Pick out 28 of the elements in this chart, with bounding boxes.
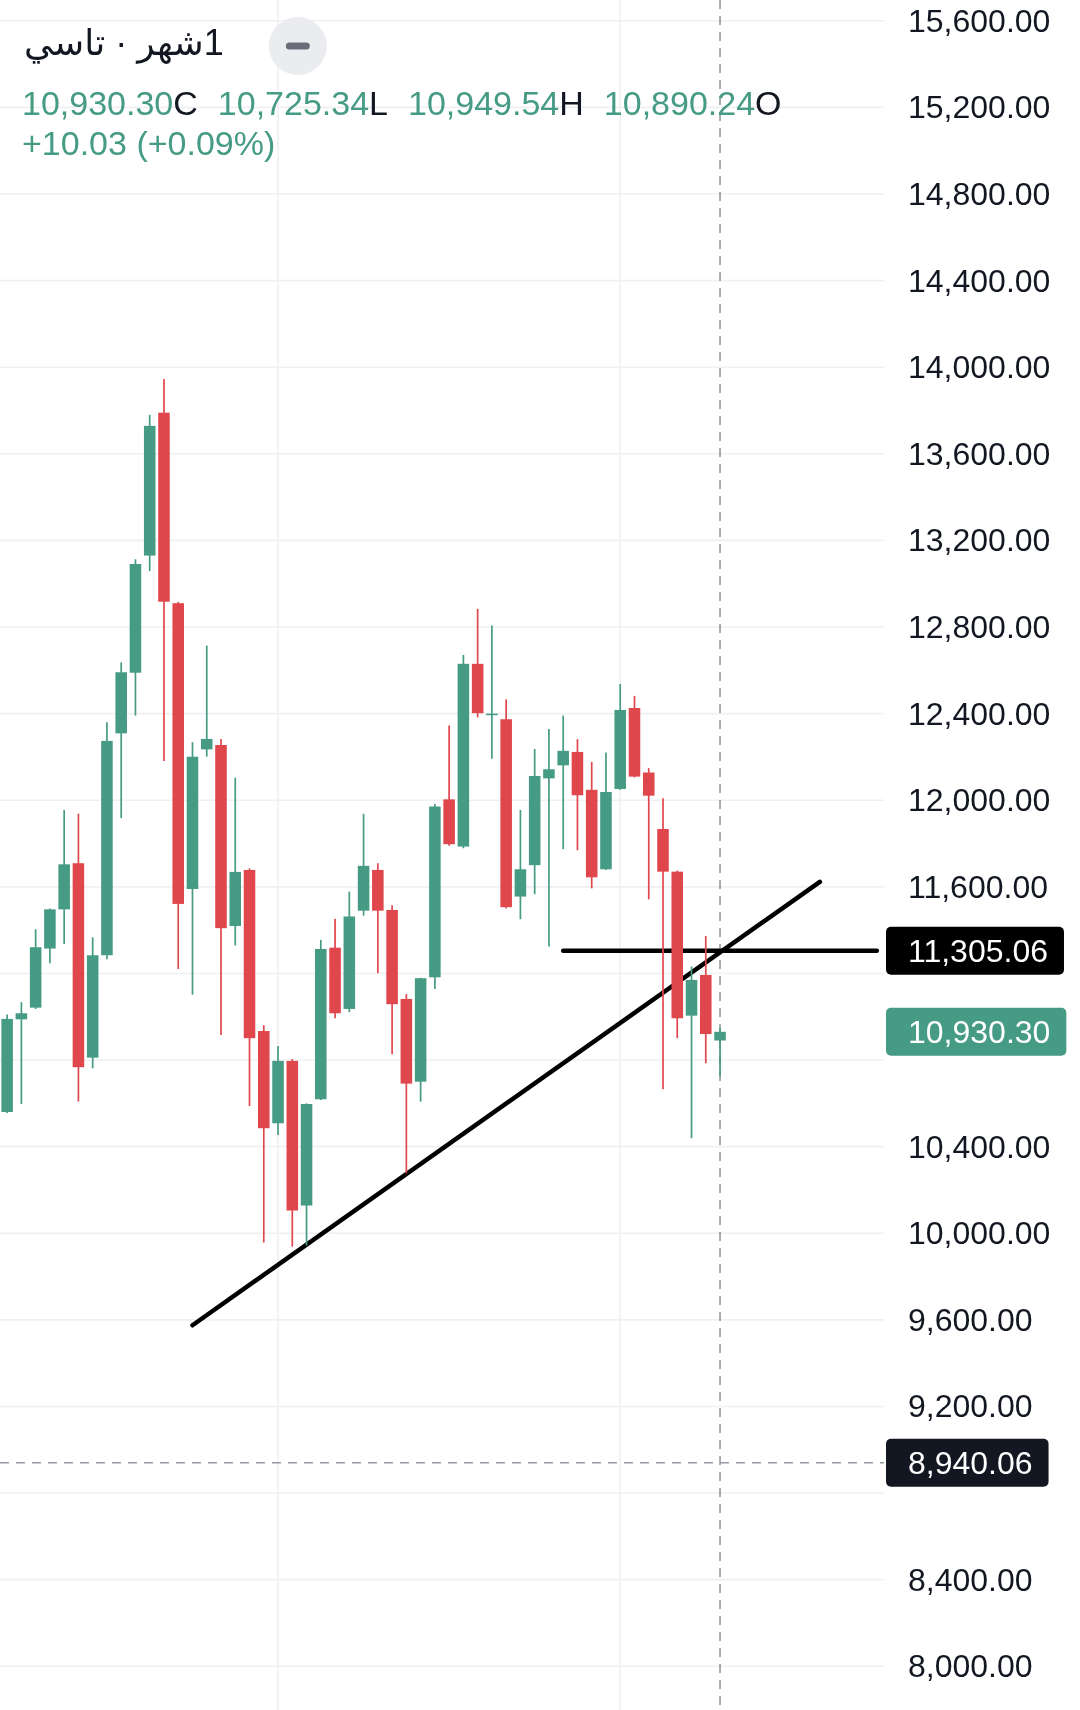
y-tick-label: 15,200.00 — [908, 89, 1051, 126]
y-tick-label: 10,000.00 — [908, 1215, 1051, 1252]
annotation: 10,725.34L — [217, 84, 389, 122]
y-tick-label: 14,800.00 — [908, 175, 1051, 212]
y-tick-label: 14,400.00 — [908, 262, 1051, 299]
y-tick-label: 8,400.00 — [908, 1561, 1033, 1598]
annotation: 10,949.54H — [408, 84, 584, 122]
y-tick-label: 14,000.00 — [908, 349, 1051, 386]
y-tick-label: 12,800.00 — [908, 609, 1051, 646]
y-tick-label: 11,600.00 — [908, 868, 1048, 905]
price-tag: 11,305.06 — [886, 926, 1064, 975]
y-tick-label: 8,000.00 — [908, 1648, 1033, 1685]
annotation: 10,890.24O — [603, 84, 782, 122]
y-tick-label: 9,200.00 — [908, 1388, 1033, 1425]
price-tag: 10,930.30 — [886, 1007, 1067, 1056]
y-tick-label: 9,600.00 — [908, 1301, 1033, 1338]
y-tick-label: 13,200.00 — [908, 522, 1051, 559]
y-tick-label: 10,400.00 — [908, 1128, 1051, 1165]
data-label: 11,305.06 — [908, 932, 1048, 969]
annotation: +10.03 (+0.09%) — [22, 124, 276, 164]
y-tick-label: 15,600.00 — [908, 2, 1051, 39]
y-tick-label: 12,400.00 — [908, 695, 1051, 732]
text: 1شهر · تاسي — [24, 22, 224, 64]
annotation: 10,930.30C — [22, 84, 198, 122]
y-tick-label: 13,600.00 — [908, 435, 1051, 472]
y-tick-label: 12,000.00 — [908, 782, 1051, 819]
ref-line-label: 8,940.06 — [908, 1444, 1033, 1481]
price-tag: 8,940.06 — [886, 1438, 1049, 1487]
